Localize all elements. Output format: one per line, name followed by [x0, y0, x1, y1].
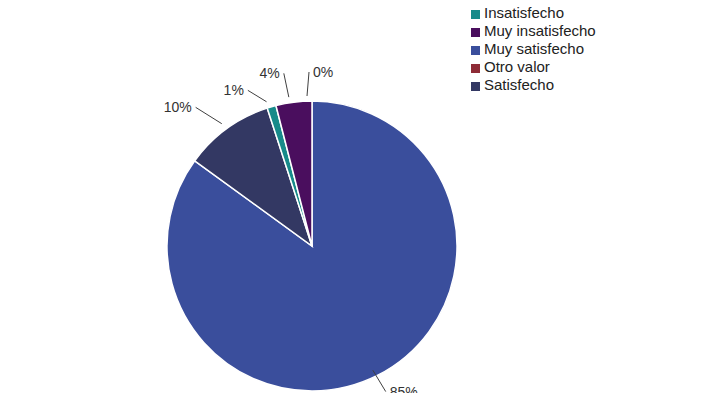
svg-text:1%: 1%	[224, 82, 244, 98]
html-text:Muy satisfecho: Muy satisfecho	[484, 40, 584, 57]
svg-text:4%: 4%	[260, 65, 280, 81]
html-text:Otro valor: Otro valor	[484, 58, 550, 75]
html-text:Muy insatisfecho: Muy insatisfecho	[484, 22, 596, 39]
svg-text:85%: 85%	[390, 384, 418, 393]
html-text:Insatisfecho: Insatisfecho	[484, 4, 564, 21]
svg-text:10%: 10%	[164, 99, 192, 115]
svg-text:0%: 0%	[313, 64, 333, 80]
html-text:Satisfecho: Satisfecho	[484, 76, 554, 93]
